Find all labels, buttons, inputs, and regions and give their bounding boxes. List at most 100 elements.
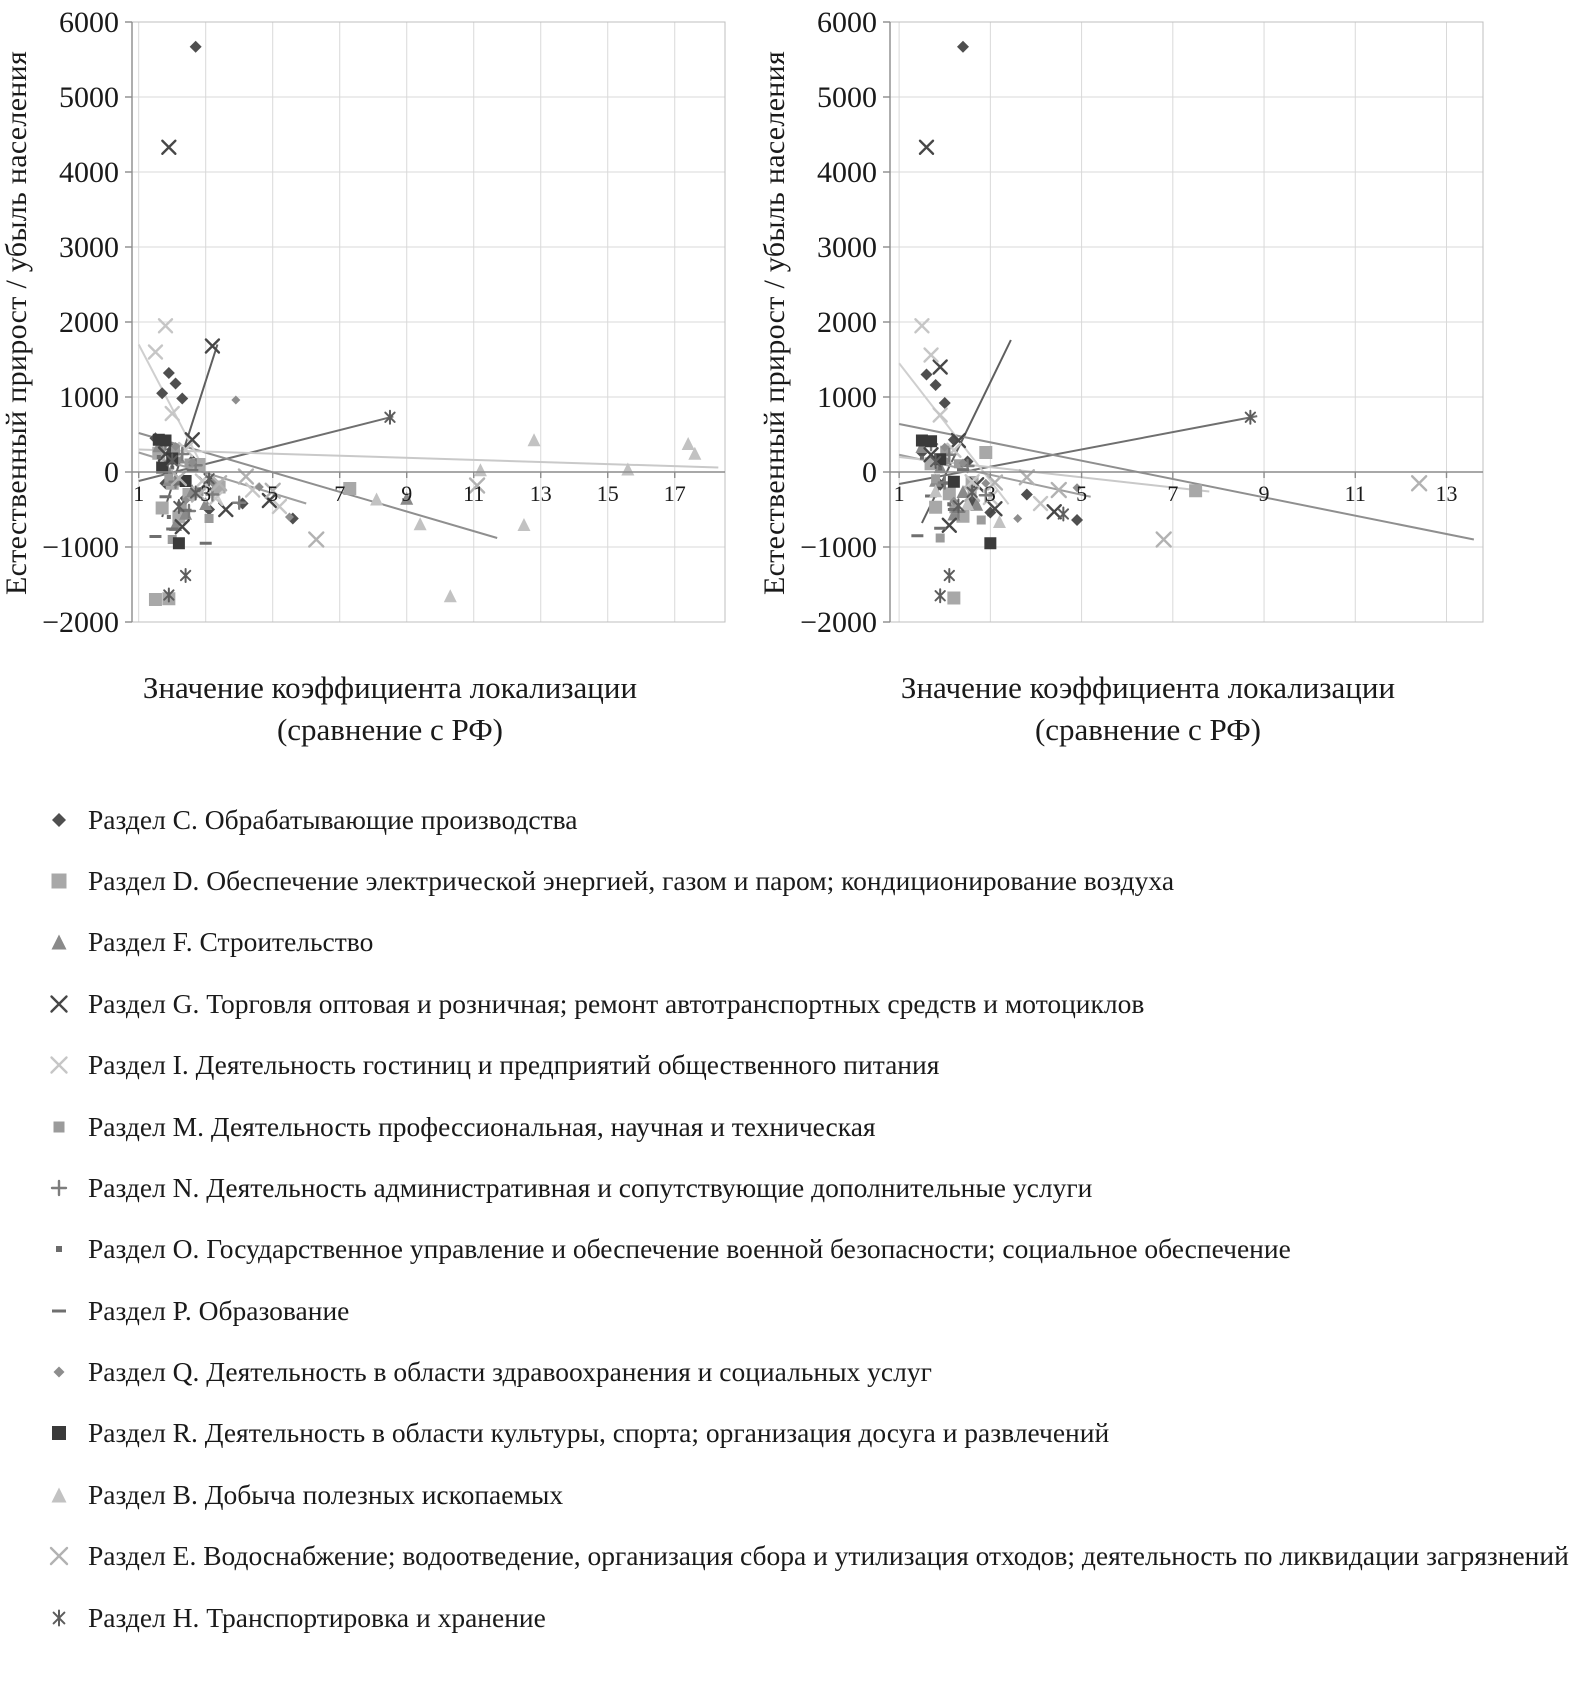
legend-item-R: Раздел R. Деятельность в области культур…	[44, 1416, 1574, 1450]
svg-text:5000: 5000	[817, 81, 877, 114]
chart-left-block: Естественный прирост / убыль населения 6…	[0, 8, 740, 751]
y-axis-label-right: Естественный прирост / убыль населения	[758, 50, 791, 596]
svg-text:6000: 6000	[817, 8, 877, 39]
svg-text:3000: 3000	[817, 231, 877, 264]
legend-item-Q: Раздел Q. Деятельность в области здравоо…	[44, 1355, 1574, 1389]
legend-label: Раздел O. Государственное управление и о…	[88, 1233, 1291, 1265]
legend-item-E: Раздел E. Водоснабжение; водоотведение, …	[44, 1539, 1574, 1573]
series-H	[929, 409, 1257, 604]
legend-label: Раздел Q. Деятельность в области здравоо…	[88, 1356, 932, 1388]
chart-left-column: 6000 5000 4000 3000 2000 1000 0 −1000 −2000 1 3 5 7 9…	[40, 8, 740, 751]
svg-text:1000: 1000	[59, 381, 119, 414]
legend-label: Раздел I. Деятельность гостиниц и предпр…	[88, 1049, 940, 1081]
legend-label: Раздел B. Добыча полезных ископаемых	[88, 1478, 564, 1510]
legend-item-H: Раздел H. Транспортировка и хранение	[44, 1601, 1574, 1635]
legend-label: Раздел M. Деятельность профессиональная,…	[88, 1110, 876, 1142]
legend-item-B: Раздел B. Добыча полезных ископаемых	[44, 1478, 1574, 1512]
legend-marker-x-icon	[49, 1546, 69, 1566]
svg-text:1: 1	[894, 481, 905, 506]
legend-item-D: Раздел D. Обеспечение электрической энер…	[44, 864, 1574, 898]
legend-label: Раздел C. Обрабатывающие производства	[88, 803, 578, 835]
axes	[883, 21, 1483, 623]
series-B	[929, 484, 1006, 528]
legend-item-O: Раздел O. Государственное управление и о…	[44, 1232, 1574, 1266]
svg-text:5000: 5000	[59, 81, 119, 114]
chart-right-column: 6000 5000 4000 3000 2000 1000 0 −1000 −2000 1 3 5 7 9…	[798, 8, 1498, 751]
series-R	[152, 433, 192, 550]
legend-marker-diamond-icon	[53, 1366, 65, 1378]
legend-item-F: Раздел F. Строительство	[44, 925, 1574, 959]
x-axis-caption-right: Значение коэффициента локализации (сравн…	[901, 667, 1395, 751]
legend-item-I: Раздел I. Деятельность гостиниц и предпр…	[44, 1048, 1574, 1082]
legend-item-M: Раздел M. Деятельность профессиональная,…	[44, 1110, 1574, 1144]
legend-item-P: Раздел P. Образование	[44, 1294, 1574, 1328]
svg-text:7: 7	[334, 481, 345, 506]
charts-row: Естественный прирост / убыль населения 6…	[0, 8, 1583, 751]
svg-text:13: 13	[530, 481, 552, 506]
svg-text:11: 11	[1345, 481, 1366, 506]
svg-text:5: 5	[267, 481, 278, 506]
svg-text:−1000: −1000	[800, 531, 877, 564]
svg-text:3: 3	[200, 481, 211, 506]
series-G	[157, 139, 278, 535]
legend-item-C: Раздел C. Обрабатывающие производства	[44, 803, 1574, 837]
legend-item-N: Раздел N. Деятельность административная …	[44, 1171, 1574, 1205]
legend-label: Раздел G. Торговля оптовая и розничная; …	[88, 987, 1145, 1019]
legend-label: Раздел R. Деятельность в области культур…	[88, 1417, 1110, 1449]
legend-label: Раздел F. Строительство	[88, 926, 374, 958]
svg-text:4000: 4000	[59, 156, 119, 189]
svg-text:0: 0	[104, 456, 119, 489]
legend-marker-dot-icon	[56, 1246, 62, 1253]
legend-marker-triangle-icon	[51, 934, 67, 950]
y-axis-label-left: Естественный прирост / убыль населения	[0, 50, 33, 596]
legend-label: Раздел E. Водоснабжение; водоотведение, …	[88, 1540, 1569, 1572]
x-axis-caption-right-line2: (сравнение с РФ)	[1034, 711, 1262, 747]
svg-text:1000: 1000	[817, 381, 877, 414]
svg-text:17: 17	[664, 481, 686, 506]
chart-right-block: Естественный прирост / убыль населения 6…	[758, 8, 1498, 751]
svg-text:9: 9	[401, 481, 412, 506]
legend-label: Раздел H. Транспортировка и хранение	[88, 1601, 546, 1633]
svg-text:4000: 4000	[817, 156, 877, 189]
legend: Раздел C. Обрабатывающие производства Раз…	[44, 803, 1583, 1635]
legend-item-G: Раздел G. Торговля оптовая и розничная; …	[44, 987, 1574, 1021]
svg-text:−2000: −2000	[42, 606, 119, 639]
scatter-points	[147, 40, 702, 606]
svg-text:−2000: −2000	[800, 606, 877, 639]
x-axis-caption-right-line1: Значение коэффициента локализации	[900, 670, 1396, 705]
svg-text:5: 5	[1076, 481, 1087, 506]
svg-text:−1000: −1000	[42, 531, 119, 564]
svg-text:1: 1	[133, 481, 144, 506]
axes	[125, 21, 725, 623]
svg-text:0: 0	[862, 456, 877, 489]
svg-text:3000: 3000	[59, 231, 119, 264]
legend-marker-plus-icon	[50, 1179, 68, 1197]
legend-marker-x-icon	[50, 995, 68, 1013]
x-axis-caption-left-line1: Значение коэффициента локализации	[142, 670, 638, 705]
legend-marker-square-icon	[53, 1121, 65, 1133]
gridlines	[131, 21, 726, 623]
series-Q	[940, 442, 1082, 523]
scatter-points	[911, 40, 1428, 605]
legend-marker-triangle-icon	[51, 1487, 67, 1503]
legend-marker-asterisk-icon	[52, 1609, 66, 1627]
trend-lines	[898, 339, 1475, 541]
svg-text:2000: 2000	[59, 306, 119, 339]
gridlines	[889, 21, 1484, 623]
svg-text:9: 9	[1259, 481, 1270, 506]
series-H	[163, 409, 396, 603]
svg-text:2000: 2000	[817, 306, 877, 339]
svg-text:6000: 6000	[59, 8, 119, 39]
svg-text:3: 3	[985, 481, 996, 506]
legend-marker-square-icon	[51, 873, 67, 889]
legend-label: Раздел N. Деятельность административная …	[88, 1171, 1093, 1203]
legend-marker-square-icon	[52, 1426, 66, 1441]
legend-marker-x-icon	[50, 1056, 68, 1074]
legend-label: Раздел D. Обеспечение электрической энер…	[88, 865, 1175, 897]
x-axis-caption-left-line2: (сравнение с РФ)	[276, 711, 504, 747]
